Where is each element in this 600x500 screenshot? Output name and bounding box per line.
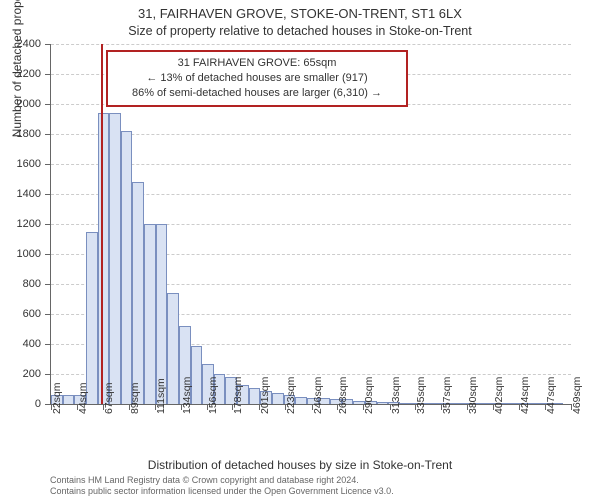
annotation-line: ← 13% of detached houses are smaller (91… bbox=[116, 71, 398, 86]
histogram-bar bbox=[377, 402, 389, 404]
y-tick-label: 2200 bbox=[17, 68, 41, 80]
histogram-bar bbox=[167, 293, 179, 404]
x-tick-label: 380sqm bbox=[467, 377, 479, 414]
x-tick-label: 134sqm bbox=[181, 377, 193, 414]
footer-line2: Contains public sector information licen… bbox=[50, 486, 394, 496]
x-tick-label: 447sqm bbox=[545, 377, 557, 414]
x-tick-label: 335sqm bbox=[415, 377, 427, 414]
annotation-line: 31 FAIRHAVEN GROVE: 65sqm bbox=[116, 56, 398, 71]
x-tick-label: 223sqm bbox=[285, 377, 297, 414]
x-axis-label: Distribution of detached houses by size … bbox=[0, 458, 600, 472]
y-tick-label: 1000 bbox=[17, 248, 41, 260]
histogram-bar bbox=[98, 113, 110, 404]
x-tick-label: 156sqm bbox=[207, 377, 219, 414]
y-tick-label: 0 bbox=[35, 398, 41, 410]
y-tick-label: 1600 bbox=[17, 158, 41, 170]
x-tick-label: 201sqm bbox=[259, 377, 271, 414]
x-tick-label: 178sqm bbox=[232, 377, 244, 414]
x-tick-label: 290sqm bbox=[363, 377, 375, 414]
x-tick-label: 424sqm bbox=[519, 377, 531, 414]
x-tick-label: 67sqm bbox=[103, 382, 115, 414]
x-tick-label: 268sqm bbox=[337, 377, 349, 414]
chart-subtitle: Size of property relative to detached ho… bbox=[0, 24, 600, 38]
histogram-bar bbox=[505, 403, 517, 404]
histogram-bar bbox=[144, 224, 156, 404]
histogram-bar bbox=[295, 397, 307, 405]
x-tick-label: 313sqm bbox=[390, 377, 402, 414]
chart-footer: Contains HM Land Registry data © Crown c… bbox=[50, 475, 394, 496]
x-tick-label: 246sqm bbox=[312, 377, 324, 414]
x-tick-label: 402sqm bbox=[493, 377, 505, 414]
x-tick-label: 111sqm bbox=[155, 378, 167, 414]
annotation-line: 86% of semi-detached houses are larger (… bbox=[116, 86, 398, 101]
x-tick-label: 44sqm bbox=[77, 382, 89, 414]
x-tick-label: 89sqm bbox=[129, 382, 141, 414]
histogram-bar bbox=[156, 224, 168, 404]
property-size-chart: 31, FAIRHAVEN GROVE, STOKE-ON-TRENT, ST1… bbox=[0, 0, 600, 500]
histogram-bar bbox=[481, 403, 493, 404]
y-tick-label: 1800 bbox=[17, 128, 41, 140]
y-tick-label: 1200 bbox=[17, 218, 41, 230]
plot-area: 0200400600800100012001400160018002000220… bbox=[50, 44, 571, 405]
histogram-bar bbox=[272, 393, 284, 404]
y-tick-label: 2000 bbox=[17, 98, 41, 110]
y-tick-label: 2400 bbox=[17, 38, 41, 50]
y-tick-label: 800 bbox=[23, 278, 41, 290]
histogram-bar bbox=[121, 131, 133, 404]
y-tick-label: 400 bbox=[23, 338, 41, 350]
y-tick-label: 200 bbox=[23, 368, 41, 380]
property-marker-line bbox=[101, 44, 103, 404]
x-tick-label: 22sqm bbox=[51, 382, 63, 414]
histogram-bar bbox=[132, 182, 144, 404]
histogram-bar bbox=[63, 395, 75, 404]
grid-line bbox=[51, 44, 571, 45]
footer-line1: Contains HM Land Registry data © Crown c… bbox=[50, 475, 394, 485]
x-tick-label: 357sqm bbox=[441, 377, 453, 414]
y-tick-label: 1400 bbox=[17, 188, 41, 200]
histogram-bar bbox=[109, 113, 121, 404]
x-tick-label: 469sqm bbox=[571, 377, 583, 414]
chart-title: 31, FAIRHAVEN GROVE, STOKE-ON-TRENT, ST1… bbox=[0, 6, 600, 21]
y-tick-label: 600 bbox=[23, 308, 41, 320]
annotation-box: 31 FAIRHAVEN GROVE: 65sqm← 13% of detach… bbox=[106, 50, 408, 107]
histogram-bar bbox=[86, 232, 98, 405]
